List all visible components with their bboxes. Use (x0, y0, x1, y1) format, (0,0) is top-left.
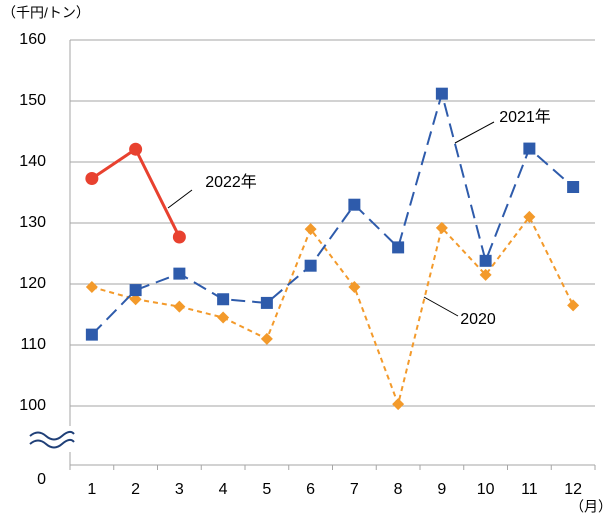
marker (304, 223, 317, 236)
marker (260, 332, 273, 345)
marker (129, 293, 142, 306)
marker (523, 142, 536, 155)
marker (217, 293, 230, 306)
marker (85, 281, 98, 294)
marker (435, 221, 448, 234)
x-tick-label: 3 (175, 481, 184, 498)
x-tick-label: 2 (131, 481, 140, 498)
marker (172, 230, 186, 244)
leader-line (423, 296, 459, 317)
y-tick-label: 120 (19, 275, 46, 292)
marker (567, 299, 580, 312)
marker (392, 398, 405, 411)
axis-break (29, 438, 75, 449)
y-tick-label: 150 (19, 92, 46, 109)
marker (435, 87, 448, 100)
x-tick-label: 4 (219, 481, 228, 498)
x-tick-label: 10 (477, 481, 495, 498)
series-label: 2020 (460, 311, 496, 328)
marker (348, 198, 361, 211)
marker (479, 268, 492, 281)
series-label: 2022年 (205, 173, 257, 191)
marker (392, 241, 405, 254)
marker (129, 284, 142, 297)
y-tick-label: 110 (20, 336, 46, 353)
y-tick-label: 130 (19, 214, 46, 231)
leader-line (167, 189, 193, 209)
series-line (91, 215, 575, 408)
y-unit-label: （千円/トン） (2, 5, 90, 21)
marker (348, 281, 361, 294)
marker (173, 267, 186, 280)
x-tick-label: 6 (306, 481, 315, 498)
y-tick-label: 0 (37, 471, 46, 488)
series-line (91, 89, 574, 336)
x-tick-label: 9 (437, 481, 446, 498)
marker (479, 254, 492, 267)
series-label: 2021年 (499, 108, 551, 126)
marker (304, 259, 317, 272)
marker (260, 296, 273, 309)
x-tick-label: 11 (521, 481, 538, 498)
x-tick-label: 5 (262, 481, 271, 498)
y-tick-label: 160 (19, 31, 46, 48)
marker (567, 181, 580, 194)
x-tick-label: 7 (350, 481, 359, 498)
marker (217, 311, 230, 324)
marker (129, 142, 143, 156)
marker (173, 300, 186, 313)
axis-break (29, 430, 75, 441)
y-tick-label: 140 (19, 153, 46, 170)
x-tick-label: 8 (394, 481, 403, 498)
x-unit-label: （月） (570, 499, 612, 515)
x-tick-label: 12 (564, 481, 582, 498)
marker (85, 328, 98, 341)
y-tick-label: 100 (19, 397, 46, 414)
marker (85, 171, 99, 185)
leader-line (454, 121, 495, 144)
x-tick-label: 1 (87, 481, 96, 498)
marker (523, 210, 536, 223)
